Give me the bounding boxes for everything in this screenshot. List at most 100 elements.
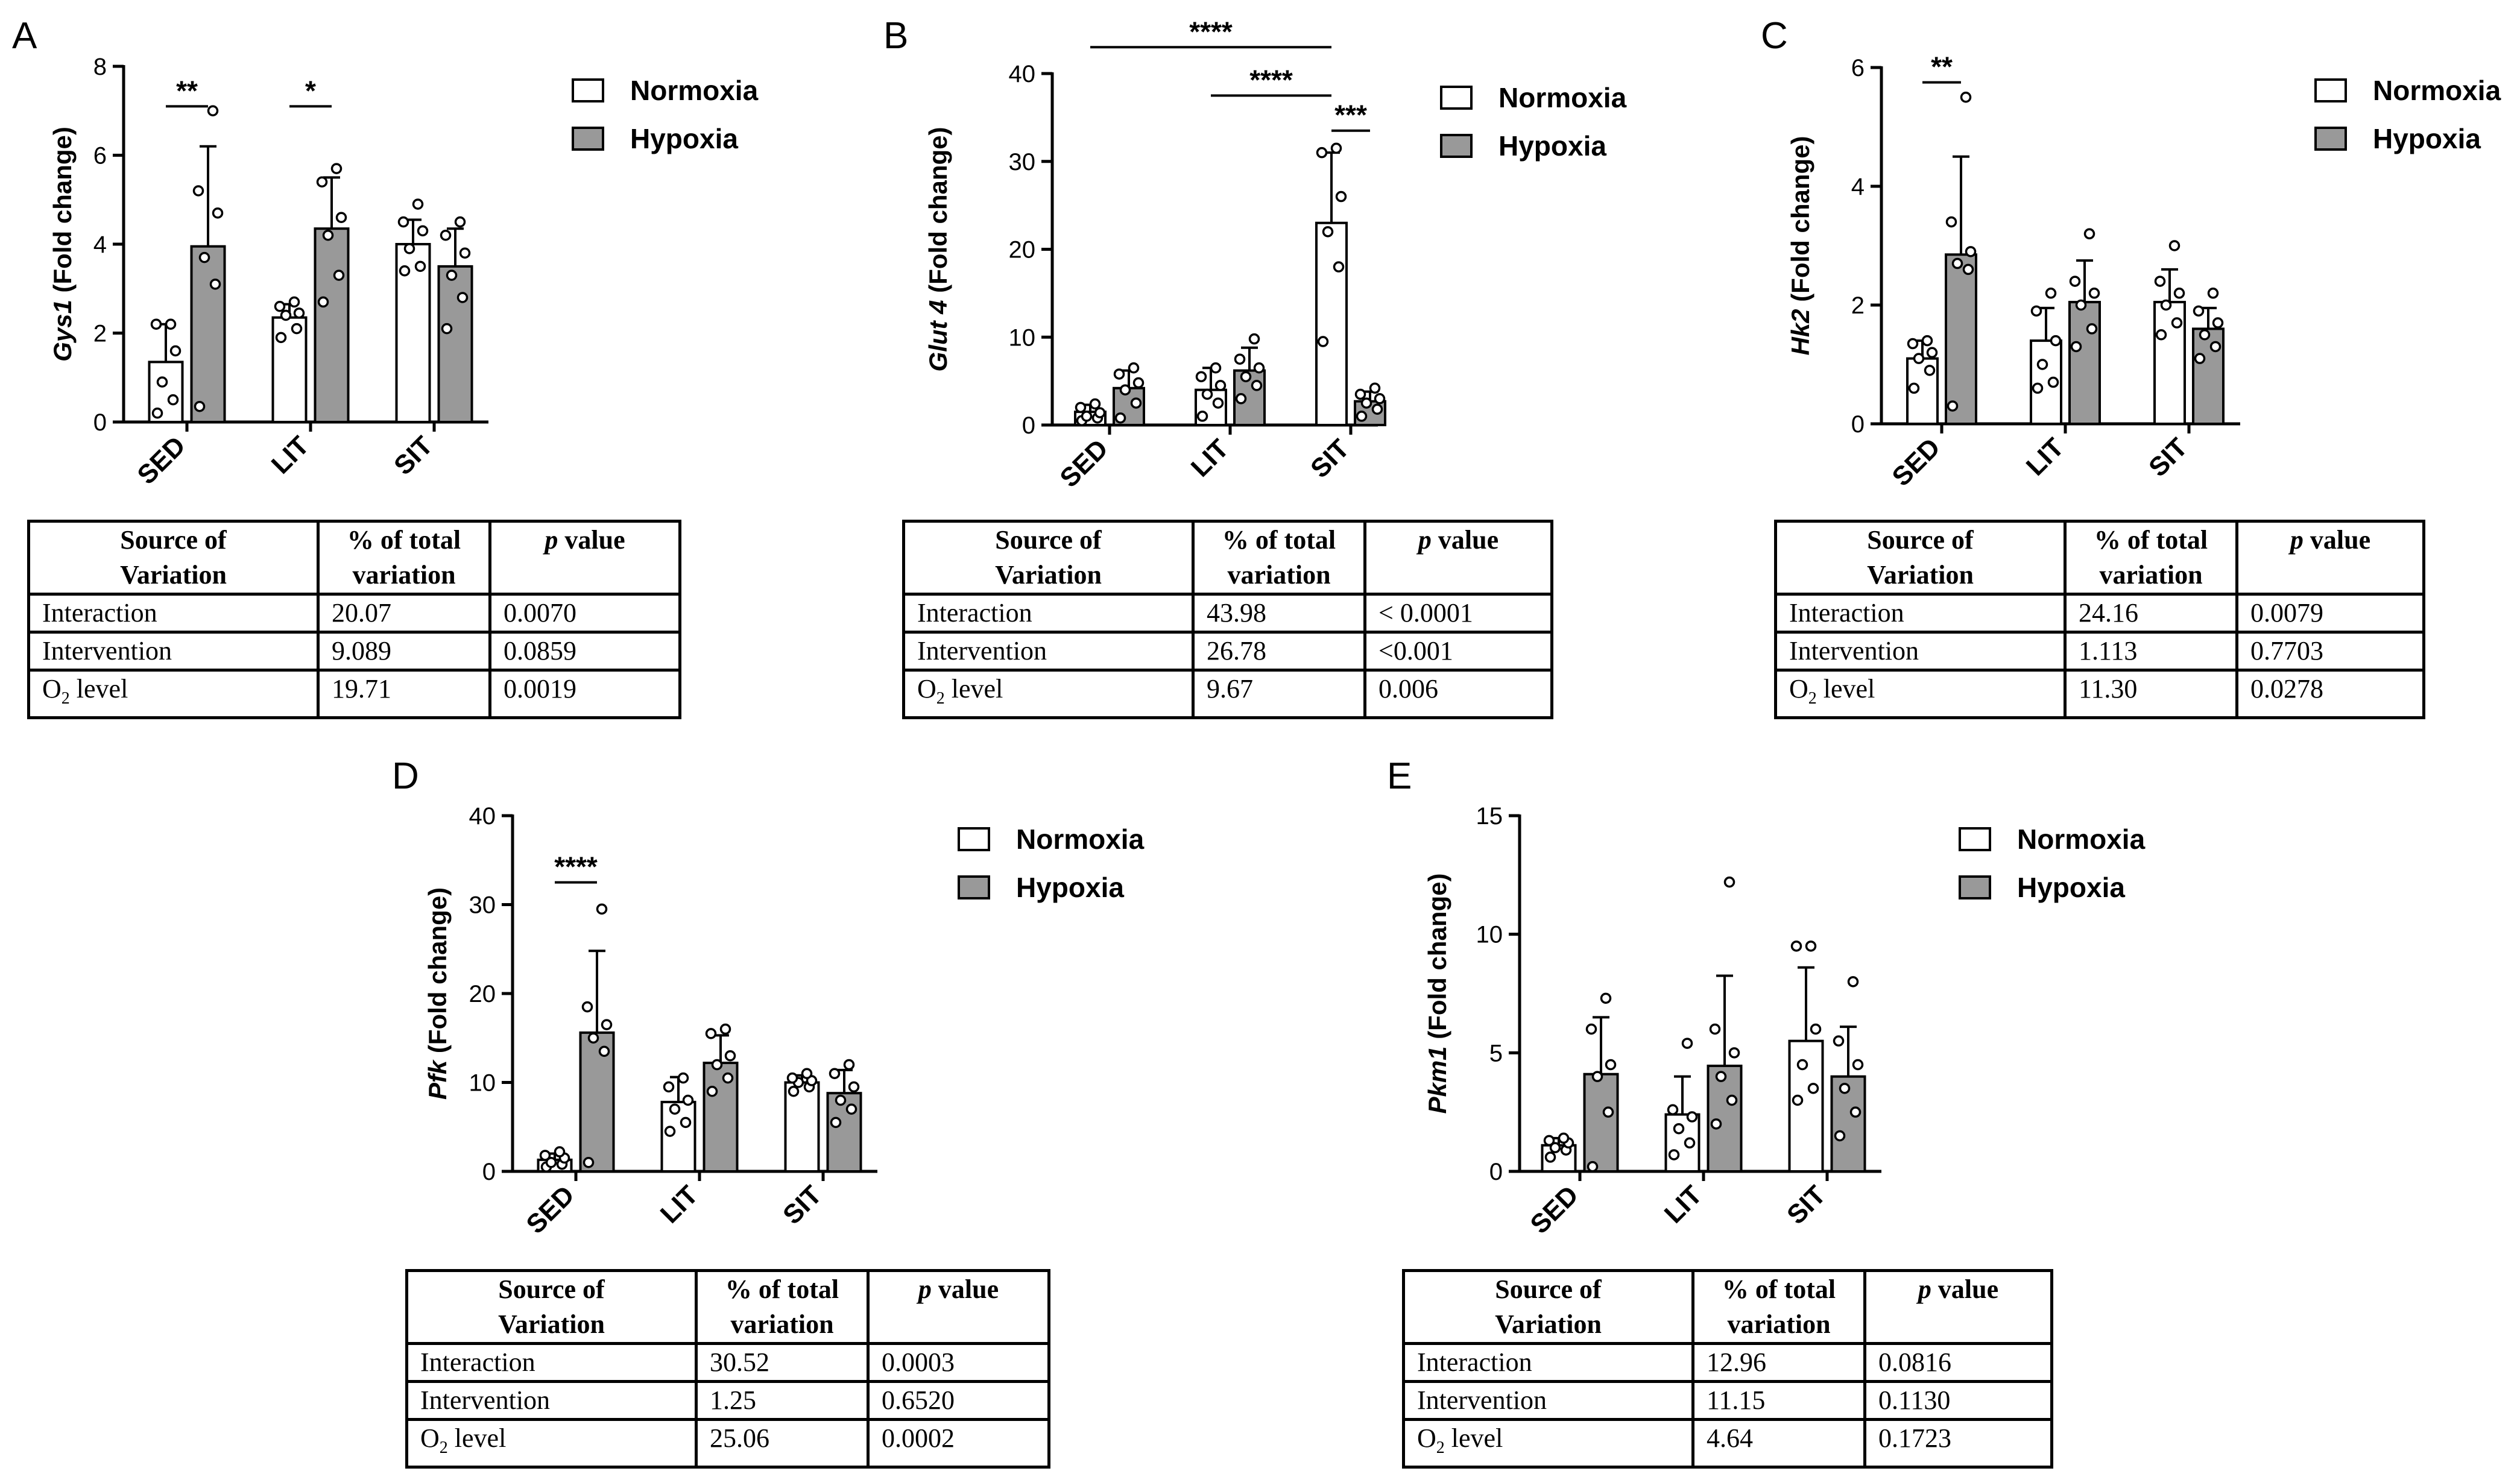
x-tick-label: SED (1524, 1180, 1584, 1239)
data-point (682, 1094, 694, 1106)
x-tick-label: SIT (1781, 1180, 1831, 1230)
y-tick-label: 40 (469, 803, 496, 830)
row-pct: 1.25 (695, 1380, 870, 1421)
x-tick-label: SED (1886, 432, 1946, 492)
legend-label-normoxia: Normoxia (2017, 824, 2146, 855)
data-point (2047, 376, 2059, 388)
row-pct: 25.06 (695, 1418, 870, 1469)
data-point (150, 318, 162, 330)
y-axis-gene: Pkm1 (1423, 1046, 1451, 1113)
data-point (414, 260, 426, 272)
data-point (2193, 305, 2205, 317)
significance-label: ** (176, 75, 198, 106)
legend-label-normoxia: Normoxia (2373, 75, 2501, 106)
bar-hypoxia (1583, 1073, 1619, 1173)
data-point (829, 1068, 841, 1079)
legend-label-hypoxia: Hypoxia (2017, 872, 2125, 903)
y-axis-label: Glut 4 (Fold change) (924, 127, 952, 371)
legend-swatch-normoxia (1440, 86, 1473, 110)
data-point (2045, 288, 2057, 299)
row-source: Interaction (405, 1342, 698, 1383)
data-point (1132, 377, 1145, 389)
data-point (1924, 365, 1936, 376)
legend-label-normoxia: Normoxia (1016, 824, 1145, 855)
legend-swatch-normoxia (958, 827, 990, 851)
data-point (848, 1081, 860, 1093)
panel-d-anova-table: Source of Variation % of total variation p… (405, 1269, 1050, 1469)
row-source: O2 level (405, 1418, 698, 1469)
legend-swatch-hypoxia (1959, 875, 1991, 899)
row-p: <0.001 (1363, 631, 1553, 672)
row-p: 0.7703 (2235, 631, 2425, 672)
data-point (1075, 402, 1087, 414)
data-point (156, 376, 168, 388)
data-point (2154, 276, 2166, 287)
panel-a-anova-table: Source of Variation % of total variation p… (27, 520, 681, 719)
header-pct: % of total variation (1691, 1269, 1866, 1345)
legend-label-hypoxia: Hypoxia (1498, 130, 1606, 162)
legend-swatch-hypoxia (958, 875, 990, 899)
table-row-interaction: Interaction 43.98 < 0.0001 (902, 593, 1553, 634)
data-point (1847, 976, 1859, 987)
data-point (207, 105, 219, 116)
data-point (1369, 382, 1381, 394)
data-point (1354, 388, 1366, 400)
row-p: 0.0079 (2235, 593, 2425, 634)
data-point (2171, 317, 2183, 329)
y-tick-label: 0 (482, 1159, 496, 1185)
data-point (1113, 368, 1125, 380)
table-row-interaction: Interaction 20.07 0.0070 (27, 593, 681, 634)
panel-letter: D (392, 755, 419, 797)
table-row-interaction: Interaction 30.52 0.0003 (405, 1342, 1050, 1383)
data-point (663, 1081, 675, 1093)
data-point (169, 345, 182, 357)
x-tick-label: LIT (655, 1180, 704, 1229)
data-point (2086, 323, 2098, 335)
data-point (845, 1103, 857, 1115)
data-point (1558, 1132, 1570, 1144)
data-point (801, 1068, 813, 1079)
significance-label: *** (1334, 99, 1367, 131)
header-p: p value (1863, 1269, 2053, 1345)
data-point (330, 163, 343, 174)
bar-hypoxia (1707, 1064, 1743, 1173)
significance-label: **** (554, 851, 598, 883)
data-point (1591, 1071, 1603, 1082)
row-pct: 20.07 (317, 593, 491, 634)
data-point (1374, 393, 1386, 405)
header-p: p value (1363, 520, 1553, 596)
y-tick-label: 0 (93, 409, 107, 436)
row-pct: 12.96 (1691, 1342, 1866, 1383)
data-point (1210, 362, 1222, 374)
data-point (677, 1072, 689, 1084)
legend-swatch-hypoxia (572, 127, 604, 151)
y-tick-label: 10 (469, 1070, 496, 1097)
panel-b-anova-table: Source of Variation % of total variation p… (902, 520, 1553, 719)
row-source: O2 level (902, 669, 1195, 719)
data-point (2069, 276, 2081, 287)
row-pct: 11.30 (2064, 669, 2238, 719)
data-point (1839, 1083, 1851, 1094)
row-source: Interaction (1774, 593, 2067, 634)
bar-hypoxia (2068, 301, 2101, 426)
data-point (403, 243, 415, 254)
data-point (274, 301, 286, 312)
data-point (1709, 1023, 1721, 1035)
data-point (1248, 333, 1260, 345)
significance-label: **** (1189, 16, 1233, 47)
row-p: 0.1130 (1863, 1380, 2053, 1421)
data-point (1796, 1059, 1808, 1071)
data-point (1728, 1047, 1740, 1059)
table-row-intervention: Intervention 1.113 0.7703 (1774, 631, 2425, 672)
y-tick-label: 4 (1851, 174, 1865, 200)
bar-hypoxia (314, 227, 350, 423)
data-point (706, 1086, 718, 1097)
table-row-intervention: Intervention 9.089 0.0859 (27, 631, 681, 672)
data-point (680, 1117, 692, 1129)
row-source: Intervention (1402, 1380, 1694, 1421)
row-p: 0.0019 (488, 669, 681, 719)
legend-label-normoxia: Normoxia (630, 75, 759, 106)
data-point (835, 1094, 847, 1106)
data-point (2088, 288, 2100, 299)
data-point (212, 207, 224, 219)
